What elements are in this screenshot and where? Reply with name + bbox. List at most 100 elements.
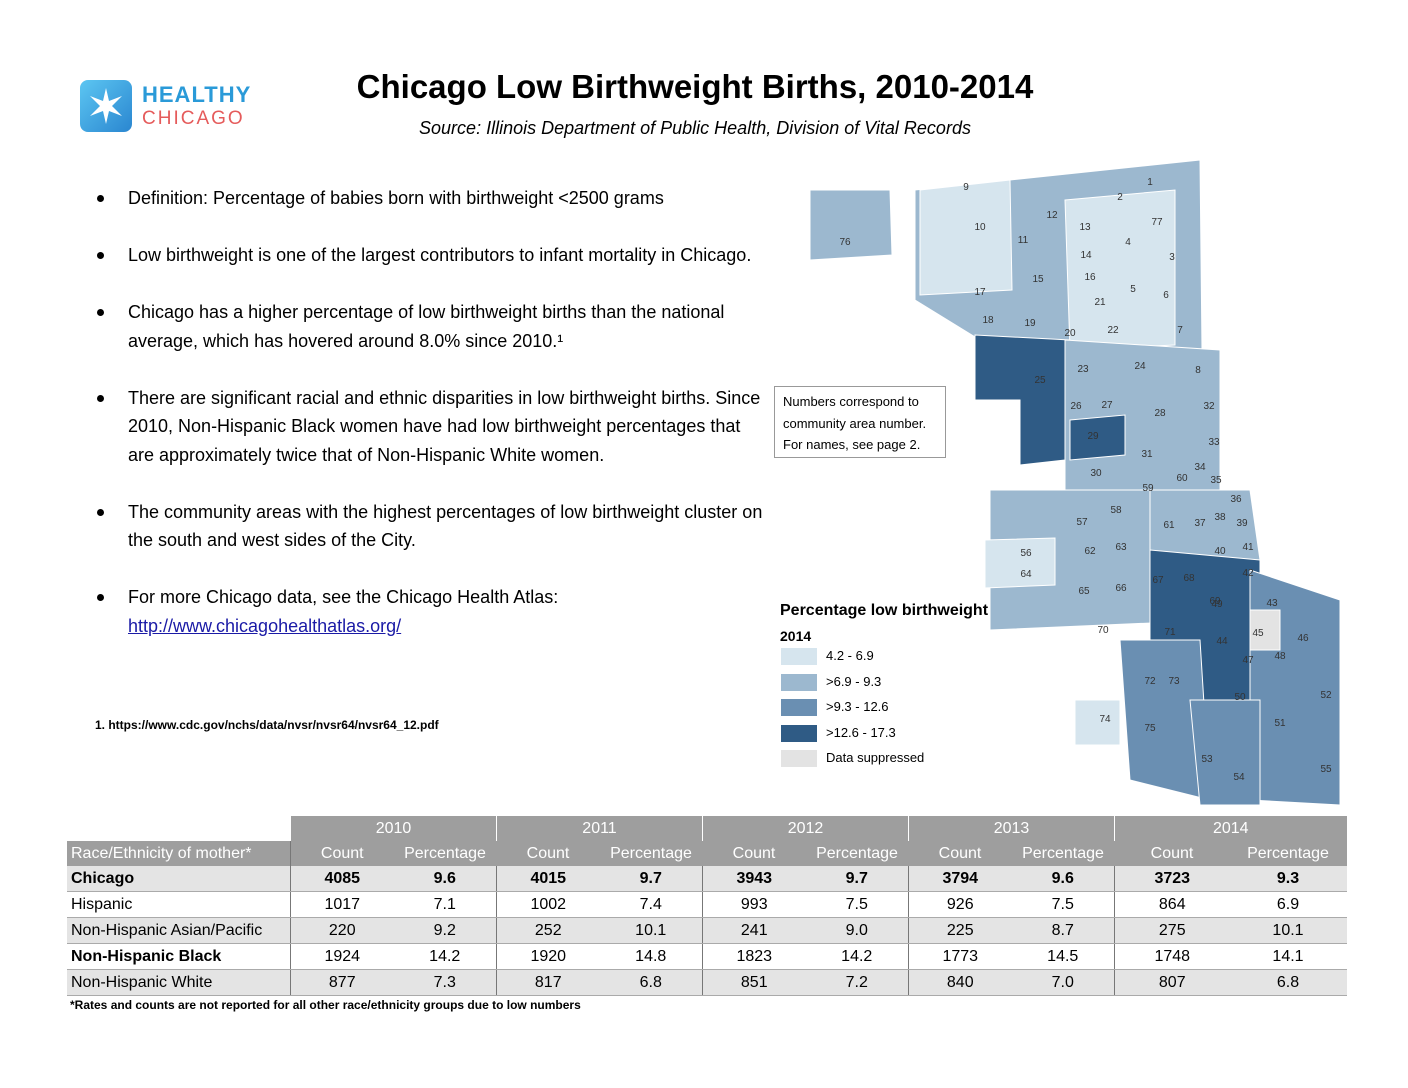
count-cell: 3943: [702, 866, 806, 892]
map-area-number: 61: [1163, 520, 1175, 531]
percentage-cell: 9.6: [1011, 866, 1115, 892]
percentage-cell: 14.1: [1229, 943, 1347, 970]
map-legend: Percentage low birthweight 2014 4.2 - 6.…: [780, 602, 1040, 772]
count-header: Count: [290, 841, 394, 866]
map-area-number: 2: [1117, 192, 1123, 203]
map-area-number: 10: [974, 222, 986, 233]
count-cell: 3723: [1114, 866, 1230, 892]
count-cell: 817: [496, 969, 600, 996]
map-area-number: 21: [1094, 297, 1106, 308]
map-area-number: 16: [1084, 272, 1096, 283]
bullet-item: Low birthweight is one of the largest co…: [94, 241, 764, 270]
count-cell: 1823: [702, 943, 806, 970]
count-cell: 1748: [1114, 943, 1230, 970]
bullet-dot-icon: [97, 508, 104, 516]
percentage-cell: 7.1: [393, 891, 497, 918]
map-area-number: 9: [963, 182, 969, 193]
percentage-cell: 9.2: [393, 917, 497, 944]
callout-line: For names, see page 2.: [783, 437, 921, 452]
page-title: Chicago Low Birthweight Births, 2010-201…: [356, 68, 1034, 105]
count-cell: 840: [908, 969, 1012, 996]
percentage-cell: 14.8: [599, 943, 703, 970]
map-area-number: 40: [1214, 546, 1226, 557]
map-area-number: 74: [1099, 714, 1111, 725]
row-label: Chicago: [67, 866, 291, 892]
map-area-number: 33: [1208, 437, 1220, 448]
map-area-number: 7: [1177, 325, 1183, 336]
map-area-number: 27: [1101, 400, 1113, 411]
bullet-text: Low birthweight is one of the largest co…: [128, 245, 752, 265]
bullet-item: Definition: Percentage of babies born wi…: [94, 184, 764, 213]
map-area-number: 47: [1242, 655, 1254, 666]
map-area-number: 23: [1077, 364, 1089, 375]
map-area-number: 43: [1266, 598, 1278, 609]
map-area-number: 39: [1236, 518, 1248, 529]
logo-text-chicago: CHICAGO: [142, 108, 245, 129]
percentage-cell: 7.5: [1011, 891, 1115, 918]
percentage-cell: 6.8: [1229, 969, 1347, 996]
percentage-cell: 9.6: [393, 866, 497, 892]
percentage-cell: 10.1: [1229, 917, 1347, 944]
count-cell: 1773: [908, 943, 1012, 970]
table-column-header: Race/Ethnicity of mother* Count Percenta…: [67, 841, 1347, 866]
legend-label: >12.6 - 17.3: [826, 724, 896, 740]
map-area-number: 13: [1079, 222, 1091, 233]
map-callout-note: Numbers correspond to community area num…: [774, 386, 946, 458]
count-cell: 851: [702, 969, 806, 996]
count-cell: 864: [1114, 891, 1230, 918]
map-area-number: 20: [1064, 328, 1076, 339]
bullet-dot-icon: [97, 195, 104, 202]
map-area-number: 34: [1194, 462, 1206, 473]
map-area-number: 30: [1090, 468, 1102, 479]
legend-swatch: [781, 673, 817, 691]
map-area-number: 25: [1034, 375, 1046, 386]
legend-label: 4.2 - 6.9: [826, 648, 874, 663]
year-header: 2012: [702, 816, 909, 841]
count-cell: 1924: [290, 943, 394, 970]
percentage-cell: 14.2: [805, 943, 909, 970]
map-area-number: 75: [1144, 723, 1156, 734]
map-area-number: 67: [1152, 575, 1164, 586]
map-area-number: 53: [1201, 754, 1213, 765]
map-area-number: 59: [1142, 483, 1154, 494]
bullet-dot-icon: [97, 309, 104, 316]
map-area-number: 15: [1032, 274, 1044, 285]
bullet-list: Definition: Percentage of babies born wi…: [94, 184, 764, 669]
table-row: Chicago 4085 9.6 4015 9.7 3943 9.7 3794 9.6 3723 9…: [67, 866, 1347, 892]
map-area-number: 73: [1168, 676, 1180, 687]
health-atlas-link[interactable]: http://www.chicagohealthatlas.org/: [128, 615, 402, 636]
legend-year: 2014: [780, 628, 812, 644]
count-cell: 1017: [290, 891, 394, 918]
percentage-cell: 10.1: [599, 917, 703, 944]
source-line: Source: Illinois Department of Public He…: [419, 118, 971, 138]
row-label: Hispanic: [67, 891, 291, 918]
map-area-45: [1249, 609, 1281, 651]
percentage-cell: 14.5: [1011, 943, 1115, 970]
map-area-number: 26: [1070, 401, 1082, 412]
map-area-number: 57: [1076, 517, 1088, 528]
bullet-item: The community areas with the highest per…: [94, 498, 764, 555]
logo-text-healthy: HEALTHY: [142, 82, 252, 107]
percentage-cell: 7.0: [1011, 969, 1115, 996]
map-area-number: 45: [1252, 628, 1264, 639]
percentage-header: Percentage: [393, 841, 497, 866]
map-area-number: 76: [839, 237, 851, 248]
count-cell: 275: [1114, 917, 1230, 944]
year-header: 2013: [908, 816, 1115, 841]
map-area-number: 52: [1320, 690, 1332, 701]
bullet-item: For more Chicago data, see the Chicago H…: [94, 583, 764, 640]
percentage-cell: 9.0: [805, 917, 909, 944]
map-area-number: 4: [1125, 237, 1131, 248]
percentage-cell: 8.7: [1011, 917, 1115, 944]
map-area-number: 29: [1087, 431, 1099, 442]
map-area-number: 66: [1115, 583, 1127, 594]
table-row: Non-Hispanic White 877 7.3 817 6.8 851 7.2 840 7…: [67, 969, 1347, 996]
map-area-number: 56: [1020, 548, 1032, 559]
map-area-number: 12: [1046, 210, 1058, 221]
legend-swatch: [781, 724, 817, 742]
count-cell: 4015: [496, 866, 600, 892]
map-area-29: [1069, 414, 1126, 461]
row-label: Non-Hispanic Asian/Pacific: [67, 917, 291, 944]
count-cell: 4085: [290, 866, 394, 892]
